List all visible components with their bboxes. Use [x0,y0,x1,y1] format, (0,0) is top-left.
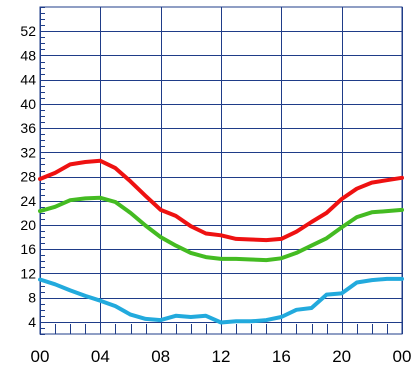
series-line-1 [38,195,404,263]
y-tick-label: 32 [20,144,36,160]
x-axis-tick-labels: 00 04 08 12 16 20 00 [31,347,412,366]
x-tick-label: 00 [393,347,412,366]
x-tick-label: 16 [272,347,291,366]
y-tick-label: 40 [20,96,36,112]
series-line-0 [38,158,404,243]
series-lines [38,158,404,325]
y-tick-label: 12 [20,265,36,281]
plot-frame [39,6,403,335]
x-tick-label: 04 [91,347,110,366]
y-tick-label: 16 [20,241,36,257]
y-tick-label: 24 [20,193,36,209]
y-tick-label: 48 [20,47,36,63]
minor-ticks [40,7,403,335]
y-tick-label: 36 [20,120,36,136]
y-tick-label: 28 [20,169,36,185]
x-tick-label: 08 [151,347,170,366]
series-line-2 [38,276,404,325]
y-tick-label: 44 [20,72,36,88]
x-tick-label: 12 [212,347,231,366]
y-tick-label: 20 [20,217,36,233]
y-tick-label: 52 [20,23,36,39]
x-tick-label: 20 [332,347,351,366]
y-tick-label: 8 [28,290,36,306]
y-tick-label: 4 [28,314,36,330]
x-tick-label: 00 [31,347,50,366]
